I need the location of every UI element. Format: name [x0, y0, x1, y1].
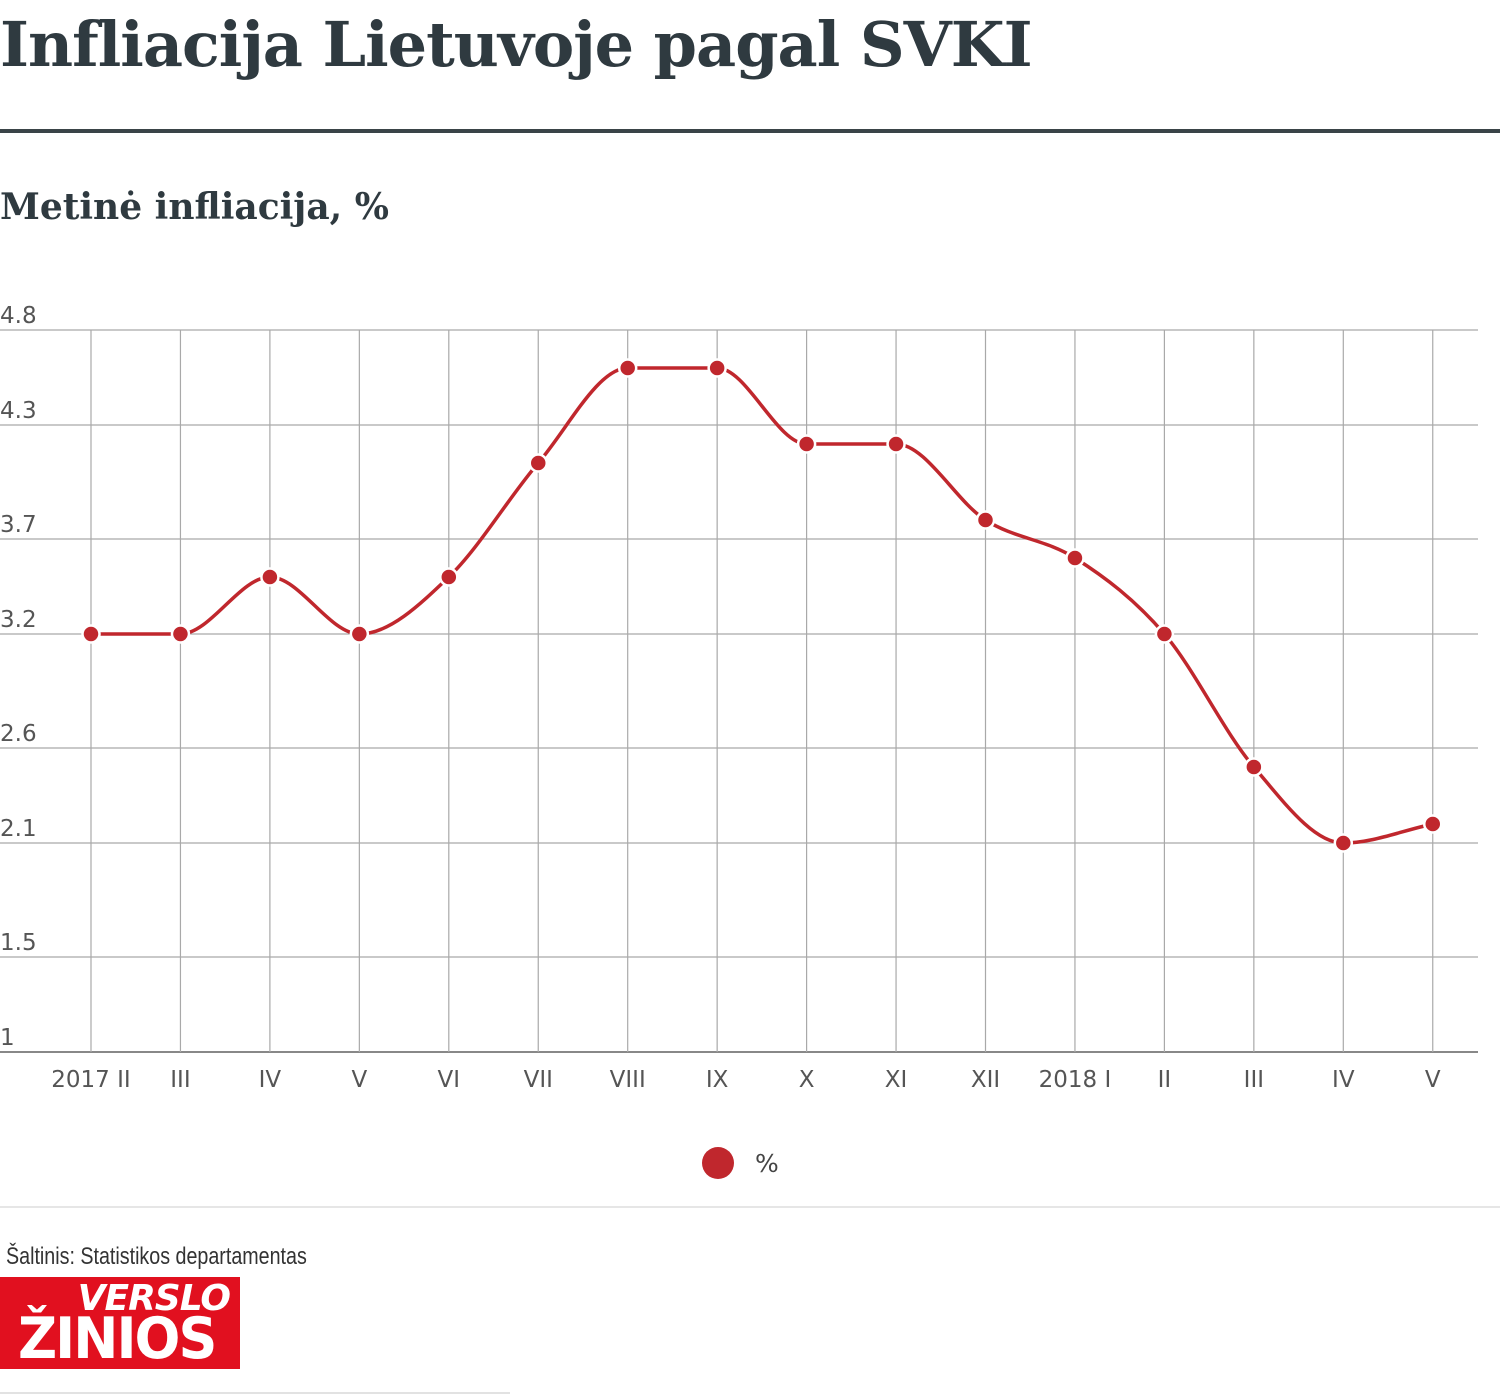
y-tick-label: 3.2	[0, 607, 37, 633]
y-tick-label: 1	[0, 1025, 15, 1051]
x-tick-label: IV	[259, 1067, 282, 1093]
x-tick-label: III	[170, 1067, 190, 1093]
data-point	[1244, 757, 1264, 777]
data-point	[617, 358, 638, 378]
data-point	[1333, 833, 1354, 853]
chart-subtitle: Metinė infliacija, %	[0, 186, 389, 228]
data-point	[796, 434, 817, 454]
title-divider	[0, 129, 1500, 133]
data-point	[975, 510, 996, 530]
x-tick-label: VIII	[610, 1067, 646, 1093]
x-tick-label: VI	[438, 1067, 461, 1093]
x-tick-label: IV	[1332, 1067, 1355, 1093]
x-tick-label: V	[351, 1067, 367, 1093]
data-point	[1065, 548, 1085, 568]
logo-word-top: VERSLO	[77, 1278, 231, 1319]
data-point	[1423, 814, 1443, 834]
source-note: Šaltinis: Statistikos departamentas	[6, 1243, 307, 1270]
data-point	[528, 453, 548, 473]
x-tick-label: IX	[706, 1067, 729, 1093]
x-tick-label: XI	[885, 1067, 908, 1093]
x-tick-label: III	[1244, 1067, 1264, 1093]
legend-marker	[702, 1147, 734, 1179]
data-point	[886, 434, 906, 454]
footer-line	[0, 1392, 510, 1394]
y-tick-label: 2.6	[0, 721, 37, 747]
data-point	[260, 567, 280, 587]
legend: %	[702, 1146, 779, 1180]
x-tick-label: VII	[524, 1067, 553, 1093]
logo-word-bottom: ŽINIOS	[18, 1305, 217, 1369]
x-tick-label: 2018 I	[1039, 1067, 1112, 1093]
data-point	[170, 624, 191, 644]
y-tick-label: 1.5	[0, 930, 37, 956]
y-tick-label: 4.8	[0, 303, 37, 329]
data-point	[349, 624, 370, 644]
legend-label: %	[755, 1148, 779, 1178]
data-point	[707, 358, 727, 378]
footer-divider	[0, 1206, 1500, 1208]
data-point	[439, 567, 459, 587]
x-tick-label: XII	[971, 1067, 1000, 1093]
data-point	[1154, 624, 1175, 644]
x-tick-label: II	[1158, 1067, 1172, 1093]
data-point	[81, 624, 101, 644]
y-tick-label: 3.7	[0, 512, 37, 538]
x-tick-label: 2017 II	[51, 1067, 130, 1093]
series-line	[90, 366, 1434, 845]
chart-title: Infliacija Lietuvoje pagal SVKI	[0, 8, 1033, 81]
y-tick-label: 4.3	[0, 398, 37, 424]
x-tick-label: X	[799, 1067, 815, 1093]
verslo-zinios-logo: VERSLO ŽINIOS	[0, 1277, 240, 1369]
x-tick-label: V	[1425, 1067, 1441, 1093]
y-tick-label: 2.1	[0, 816, 37, 842]
